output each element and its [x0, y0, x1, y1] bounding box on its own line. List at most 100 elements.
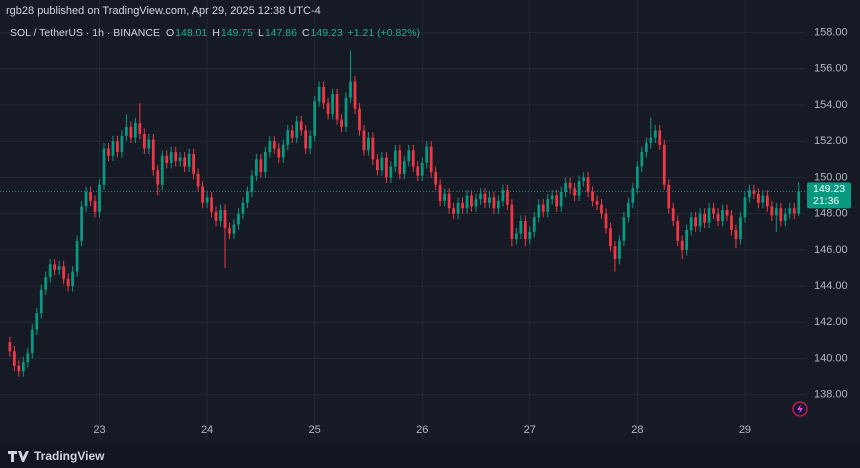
candle-body	[541, 204, 545, 212]
candle-body	[196, 173, 200, 187]
candle-body	[349, 81, 352, 98]
candle-body	[501, 190, 505, 201]
candle-body	[716, 213, 720, 221]
candle-body	[698, 213, 702, 227]
candle-body	[609, 228, 612, 247]
candle-body	[792, 208, 796, 214]
candle-body	[205, 197, 209, 203]
candle-body	[254, 159, 258, 176]
candle-body	[398, 150, 402, 174]
y-tick-label: 146.00	[814, 244, 848, 256]
candle-body	[308, 135, 312, 149]
tradingview-logo: TradingView	[8, 449, 105, 463]
candle-body	[618, 240, 621, 259]
legend-value: 149.75	[221, 27, 253, 39]
y-tick-label: 138.00	[814, 389, 848, 401]
candle-body	[505, 190, 509, 205]
candle-body	[219, 210, 222, 221]
candle-body	[183, 157, 187, 167]
candle-body	[564, 182, 568, 192]
candle-body	[438, 184, 442, 201]
candle-body	[788, 208, 792, 214]
candle-body	[331, 94, 334, 115]
candles	[8, 50, 801, 377]
legend-value: 149.23	[311, 27, 343, 39]
candle-body	[120, 135, 124, 153]
candle-body	[613, 246, 617, 259]
candle-body	[447, 193, 451, 209]
candle-body	[340, 119, 343, 127]
y-tick-label: 150.00	[814, 171, 848, 183]
candle-body	[187, 153, 191, 167]
candle-body	[17, 365, 21, 372]
candle-body	[712, 208, 715, 214]
legend-key: H	[212, 27, 220, 39]
candle-body	[474, 199, 478, 207]
candle-body	[537, 204, 541, 218]
candle-body	[546, 199, 550, 212]
candle-body	[344, 97, 348, 127]
candle-body	[286, 130, 290, 145]
candle-body	[689, 217, 693, 230]
legend-key: O	[166, 27, 174, 39]
candle-body	[30, 329, 34, 354]
candle-body	[411, 150, 415, 167]
candle-body	[317, 86, 321, 102]
candle-body	[93, 200, 97, 212]
candle-body	[362, 130, 366, 151]
candle-body	[111, 141, 115, 156]
candle-body	[523, 220, 527, 240]
candle-body	[510, 204, 514, 240]
candle-body	[595, 200, 599, 205]
candle-body	[694, 217, 698, 227]
candle-body	[434, 172, 438, 185]
candle-body	[201, 186, 204, 203]
candle-body	[246, 191, 249, 203]
candle-body	[577, 181, 581, 196]
logo-icon	[8, 451, 29, 462]
y-tick-label: 156.00	[814, 63, 848, 75]
flash-bolt[interactable]	[797, 404, 803, 414]
candle-body	[62, 266, 66, 279]
candle-body	[591, 191, 594, 201]
y-tick-label: 158.00	[814, 26, 848, 38]
candle-body	[483, 193, 487, 203]
candle-body	[568, 182, 572, 189]
candle-body	[80, 206, 83, 241]
candle-body	[725, 210, 729, 216]
candle-body	[107, 148, 110, 156]
candle-body	[295, 121, 299, 138]
candle-body	[514, 233, 518, 240]
candle-body	[600, 204, 603, 214]
candle-body	[138, 123, 142, 134]
candle-body	[192, 153, 196, 174]
candle-body	[169, 152, 173, 163]
flash-circle[interactable]	[792, 401, 808, 417]
axes: 138.00 140.00 142.00 144.00 146.00 148.00 150.…	[0, 26, 851, 436]
x-tick-label: 24	[201, 424, 213, 436]
candle-body	[66, 278, 70, 287]
candle-body	[671, 208, 675, 221]
candle-body	[465, 195, 469, 209]
candle-body	[389, 166, 393, 178]
candle-body	[75, 240, 79, 272]
x-tick-label: 23	[93, 424, 105, 436]
candle-body	[299, 121, 303, 131]
candle-body	[160, 155, 164, 185]
candle-body	[156, 170, 160, 185]
candle-body	[380, 157, 384, 171]
candle-body	[779, 208, 783, 221]
candle-body	[752, 190, 756, 194]
y-tick-label: 154.00	[814, 99, 848, 111]
candle-body	[631, 188, 635, 203]
candle-body	[492, 197, 496, 209]
candle-body	[12, 351, 16, 366]
candle-body	[797, 191, 801, 214]
candle-body	[532, 217, 536, 232]
candle-body	[232, 224, 236, 234]
candle-body	[640, 152, 644, 167]
candle-body	[783, 213, 787, 221]
candle-body	[774, 208, 778, 216]
flash-icon[interactable]	[792, 401, 808, 417]
